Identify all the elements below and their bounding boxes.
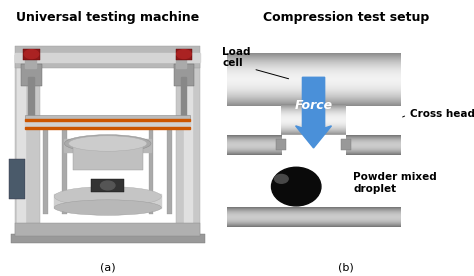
Bar: [17, 55, 25, 236]
Text: Load
cell: Load cell: [222, 47, 289, 79]
Bar: [15, 223, 201, 236]
Bar: [181, 77, 186, 121]
Ellipse shape: [24, 50, 39, 59]
Bar: [64, 139, 151, 152]
Bar: [15, 46, 201, 68]
Bar: [184, 55, 192, 236]
Text: Powder mixed
droplet: Powder mixed droplet: [353, 172, 437, 195]
Bar: [167, 126, 172, 214]
Ellipse shape: [274, 174, 288, 183]
Bar: [25, 127, 190, 129]
Bar: [62, 126, 67, 214]
Text: (a): (a): [100, 263, 116, 273]
Bar: [176, 49, 192, 60]
Ellipse shape: [54, 187, 161, 206]
Bar: [73, 144, 143, 170]
Bar: [282, 135, 346, 155]
Bar: [23, 49, 40, 60]
Bar: [176, 55, 186, 68]
Ellipse shape: [54, 200, 161, 215]
Text: Cross head: Cross head: [402, 109, 474, 119]
Bar: [9, 159, 25, 199]
Text: Force: Force: [294, 99, 333, 113]
Bar: [44, 126, 48, 214]
Bar: [25, 55, 36, 68]
Bar: [276, 139, 286, 150]
Ellipse shape: [64, 135, 151, 152]
Text: Universal testing machine: Universal testing machine: [16, 11, 200, 24]
Bar: [21, 64, 42, 86]
Bar: [15, 53, 201, 62]
Bar: [25, 121, 190, 126]
Bar: [341, 139, 351, 150]
Bar: [25, 115, 190, 128]
FancyArrow shape: [296, 77, 331, 148]
Bar: [54, 194, 161, 208]
Bar: [148, 126, 154, 214]
Bar: [176, 55, 201, 236]
Ellipse shape: [272, 167, 321, 206]
Bar: [15, 55, 40, 236]
Ellipse shape: [100, 181, 115, 190]
Bar: [91, 179, 124, 192]
Text: Compression test setup: Compression test setup: [263, 11, 429, 24]
Text: (b): (b): [338, 263, 354, 273]
Bar: [11, 234, 205, 243]
Bar: [173, 64, 194, 86]
Ellipse shape: [69, 136, 147, 151]
Bar: [25, 119, 190, 121]
Ellipse shape: [177, 50, 191, 59]
Bar: [28, 77, 34, 121]
